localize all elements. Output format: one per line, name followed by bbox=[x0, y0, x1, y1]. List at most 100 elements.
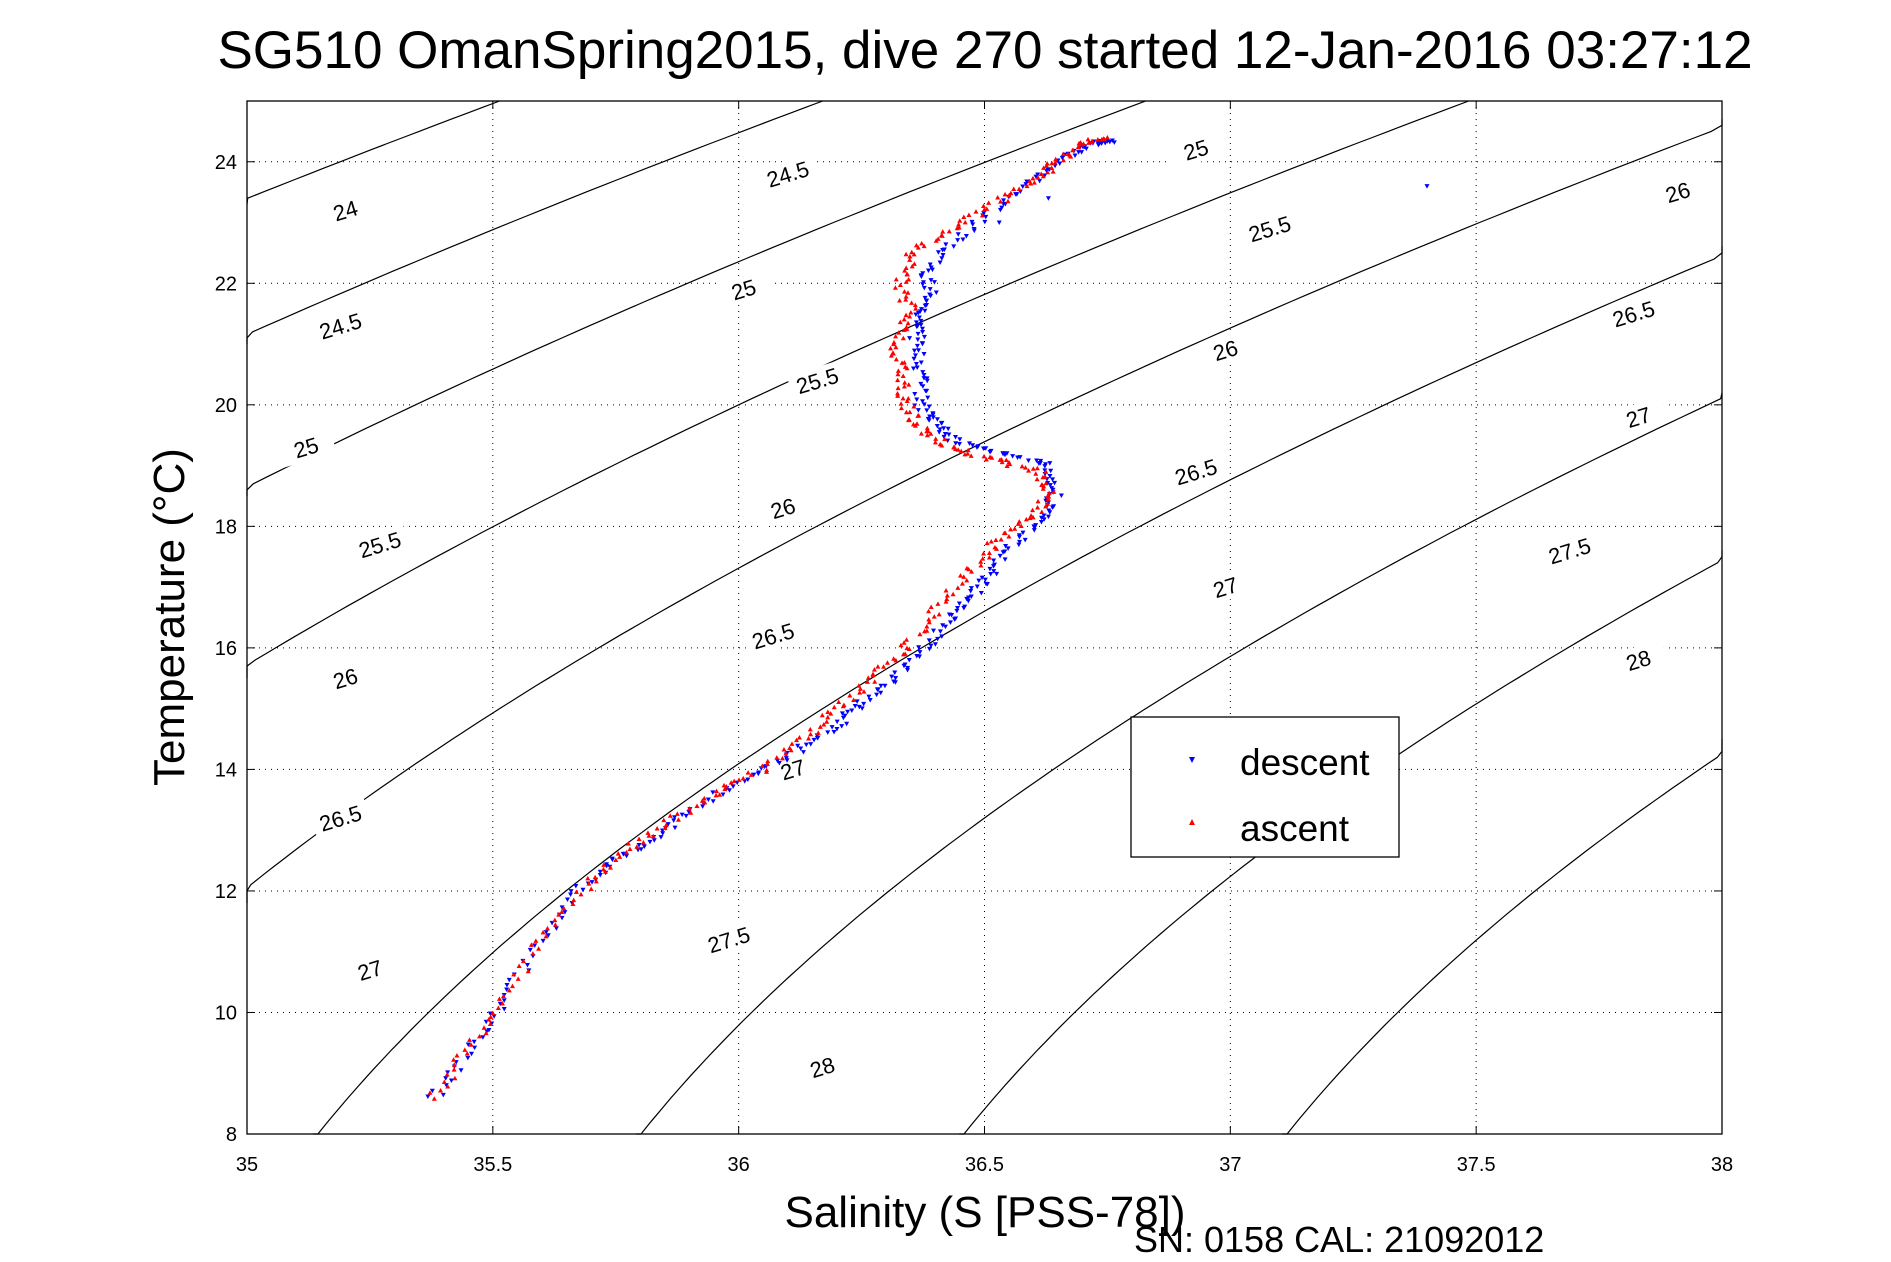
ascent-point bbox=[509, 983, 515, 989]
descent-point bbox=[471, 1039, 477, 1045]
ascent-point bbox=[441, 1079, 447, 1084]
descent-point bbox=[849, 708, 855, 714]
descent-point bbox=[491, 1014, 497, 1019]
descent-point bbox=[939, 420, 945, 426]
ascent-point bbox=[661, 817, 667, 823]
ascent-point bbox=[688, 810, 694, 815]
contour-label-bg bbox=[349, 523, 411, 566]
ascent-point bbox=[516, 963, 522, 968]
descent-point bbox=[946, 612, 952, 618]
ascent-point bbox=[864, 679, 870, 684]
descent-point bbox=[915, 348, 921, 353]
descent-point bbox=[922, 308, 928, 314]
ascent-point bbox=[764, 761, 770, 766]
descent-point bbox=[969, 219, 975, 225]
ascent-point bbox=[1026, 468, 1032, 473]
descent-point bbox=[982, 577, 988, 583]
ascent-point bbox=[824, 719, 830, 724]
ascent-point bbox=[1030, 466, 1036, 471]
ascent-point bbox=[911, 403, 917, 409]
ascent-point bbox=[1002, 191, 1008, 197]
descent-point bbox=[672, 815, 678, 820]
ascent-point bbox=[898, 401, 904, 406]
descent-point bbox=[660, 831, 666, 836]
descent-point bbox=[1016, 533, 1022, 538]
ascent-point bbox=[926, 617, 932, 622]
descent-point bbox=[1038, 458, 1044, 464]
ascent-point bbox=[931, 614, 937, 619]
descent-point bbox=[641, 844, 647, 849]
ascent-point bbox=[728, 780, 734, 785]
density-contour-line bbox=[246, 100, 1146, 496]
ascent-point bbox=[1049, 160, 1055, 166]
ascent-point bbox=[909, 263, 915, 269]
ascent-point bbox=[966, 212, 972, 218]
ascent-point bbox=[1019, 463, 1025, 469]
descent-point bbox=[878, 690, 884, 696]
ascent-point bbox=[1022, 465, 1028, 470]
y-tick-label: 24 bbox=[215, 152, 237, 174]
ascent-point bbox=[464, 1050, 470, 1056]
ascent-point bbox=[627, 846, 633, 851]
ascent-point bbox=[901, 360, 907, 365]
ascent-point bbox=[950, 591, 956, 597]
ascent-point bbox=[515, 976, 521, 981]
descent-point bbox=[1004, 451, 1010, 456]
ascent-point bbox=[910, 421, 916, 427]
descent-point bbox=[983, 214, 989, 220]
descent-point bbox=[672, 825, 678, 831]
descent-point bbox=[920, 384, 926, 389]
descent-point bbox=[960, 237, 966, 243]
descent-point bbox=[465, 1042, 471, 1047]
descent-point bbox=[924, 388, 930, 394]
ascent-marker-icon bbox=[1189, 819, 1195, 825]
descent-point bbox=[916, 645, 922, 650]
contour-label-bg bbox=[757, 153, 819, 195]
ascent-point bbox=[662, 825, 668, 831]
ascent-point bbox=[836, 699, 842, 704]
descent-point bbox=[945, 438, 951, 444]
descent-point bbox=[852, 703, 858, 709]
ascent-point bbox=[1006, 534, 1012, 539]
ascent-point bbox=[623, 849, 629, 855]
ascent-point bbox=[1008, 190, 1014, 196]
ascent-point bbox=[1028, 513, 1034, 518]
ascent-point bbox=[506, 987, 512, 993]
ascent-point bbox=[928, 604, 934, 610]
descent-point bbox=[866, 694, 872, 700]
ascent-point bbox=[958, 448, 964, 454]
y-tick-label: 22 bbox=[215, 273, 237, 295]
density-contour-line bbox=[313, 246, 1723, 1135]
ascent-point bbox=[499, 1001, 505, 1006]
descent-point bbox=[974, 584, 980, 589]
descent-point bbox=[1002, 549, 1008, 555]
ascent-point bbox=[904, 637, 910, 642]
descent-point bbox=[1037, 178, 1043, 184]
ascent-point bbox=[828, 711, 834, 716]
descent-point bbox=[795, 743, 801, 749]
ascent-point bbox=[1049, 165, 1055, 171]
ascent-point bbox=[774, 755, 780, 760]
ascent-point bbox=[1031, 180, 1037, 185]
descent-point bbox=[927, 292, 933, 297]
ascent-point bbox=[1011, 186, 1017, 191]
legend-ascent-label: ascent bbox=[1240, 808, 1350, 849]
ascent-point bbox=[451, 1057, 457, 1062]
descent-point bbox=[524, 962, 530, 968]
x-tick-label: 35 bbox=[236, 1154, 258, 1176]
ascent-point bbox=[924, 432, 930, 438]
contour-label-bg bbox=[1239, 207, 1301, 250]
ascent-point bbox=[585, 875, 591, 881]
ascent-point bbox=[807, 726, 813, 732]
descent-point bbox=[1052, 480, 1058, 486]
contour-label-bg bbox=[1607, 639, 1669, 681]
ascent-point bbox=[903, 251, 909, 257]
ascent-point bbox=[1051, 489, 1057, 494]
ascent-point bbox=[924, 425, 930, 431]
ascent-point bbox=[984, 540, 990, 546]
ascent-point bbox=[944, 593, 950, 598]
descent-point bbox=[504, 987, 510, 993]
descent-point bbox=[915, 331, 921, 337]
descent-point bbox=[967, 441, 973, 446]
descent-point bbox=[918, 318, 924, 324]
